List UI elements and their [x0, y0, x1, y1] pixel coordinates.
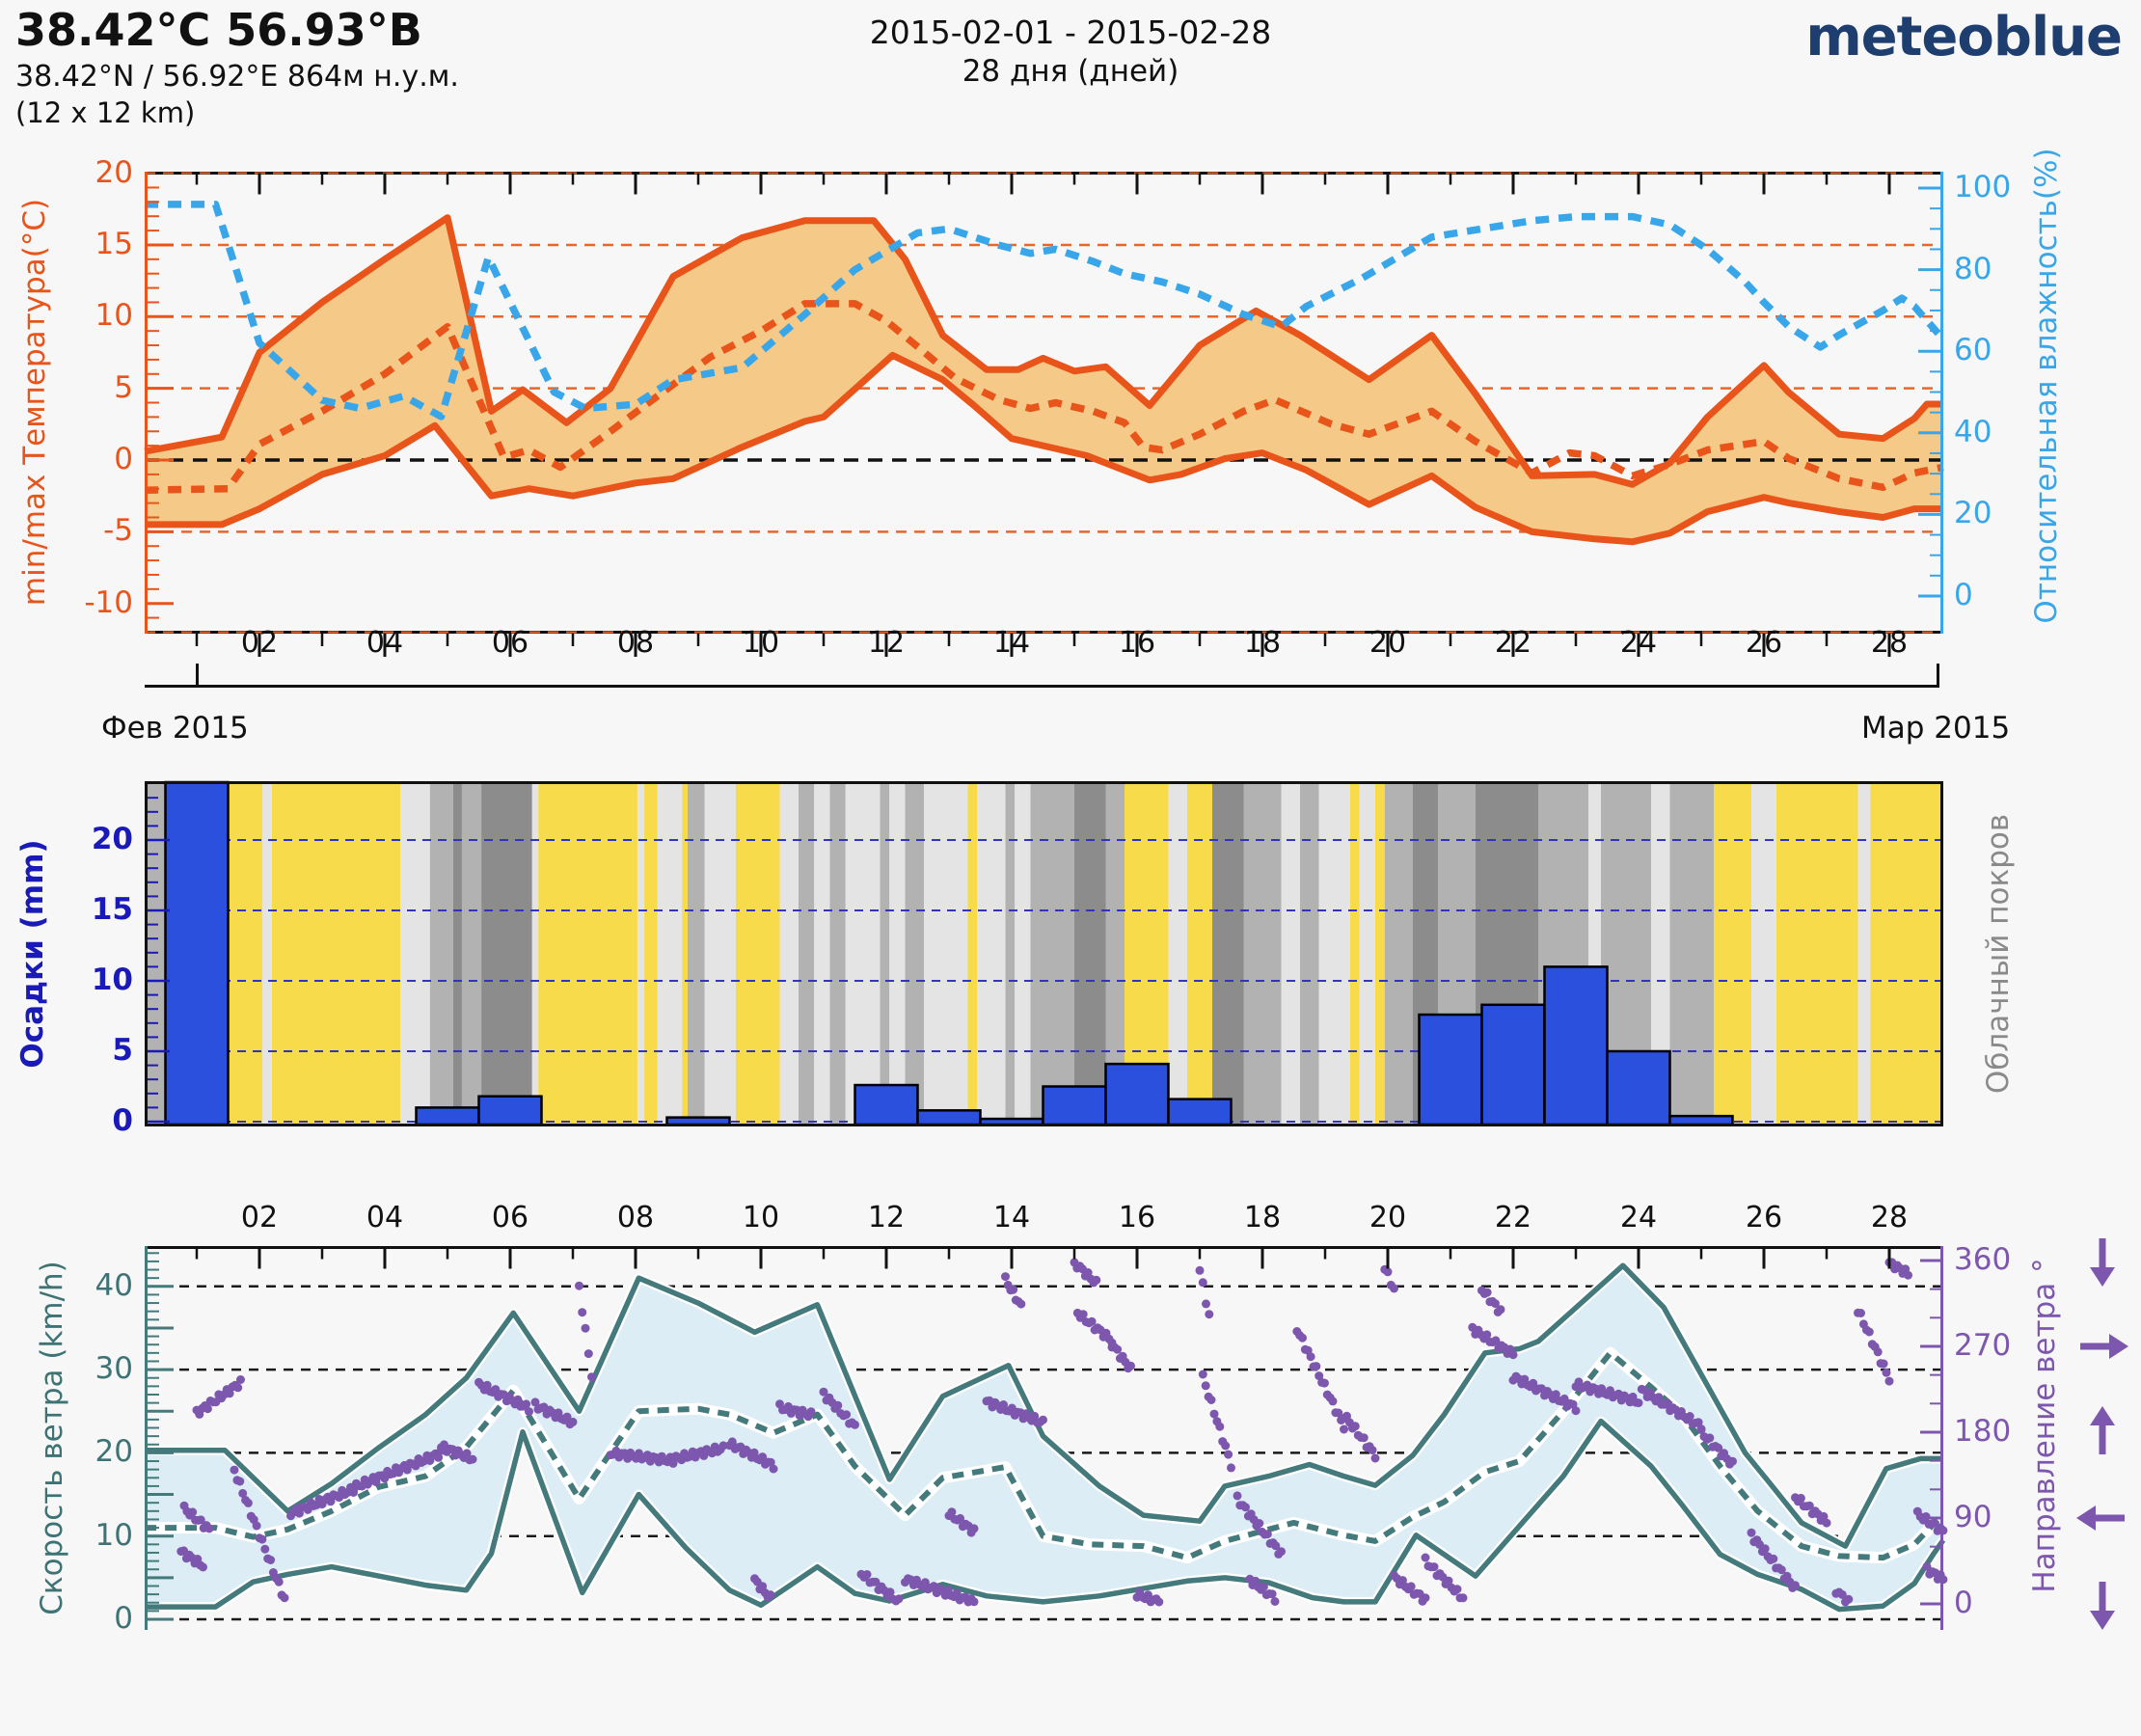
duration-label: 28 дня (дней)	[962, 54, 1179, 89]
day-label: 02	[240, 1201, 279, 1234]
humidity-tick-label: 80	[1954, 251, 1992, 286]
humidity-tick-label: 0	[1954, 578, 1973, 612]
coordinates-line: 38.42°N / 56.92°E 864м н.у.м.	[15, 60, 459, 94]
date-range: 2015-02-01 - 2015-02-28	[869, 14, 1272, 51]
precipitation-cloud-chart	[145, 780, 1943, 1126]
direction-axis-title: Направление ветра °	[2027, 1258, 2062, 1593]
temperature-humidity-chart	[144, 172, 1946, 657]
wind-direction-arrow-down-icon	[2090, 1237, 2115, 1287]
direction-tick-label: 180	[1954, 1413, 2012, 1449]
wind-tick-label: 30	[95, 1351, 133, 1387]
day-label: 20	[1369, 626, 1407, 660]
temp-tick-label: 10	[95, 298, 133, 334]
temp-axis-title: min/max Температура(°C)	[17, 198, 52, 607]
day-label: 14	[992, 1201, 1031, 1234]
temp-tick-label: -5	[103, 513, 133, 549]
month-label-feb: Фев 2015	[101, 711, 249, 746]
meteoblue-logo[interactable]: meteoblue	[1805, 6, 2123, 68]
day-label: 18	[1243, 1201, 1282, 1234]
temp-tick-label: 5	[114, 369, 133, 405]
precip-tick-label: 20	[91, 822, 133, 856]
page-title: 38.42°C 56.93°В	[15, 4, 422, 56]
day-label: 10	[742, 626, 780, 660]
wind-tick-label: 0	[114, 1601, 133, 1636]
precip-tick-label: 15	[91, 892, 133, 927]
day-label: 08	[616, 1201, 655, 1234]
day-label: 04	[366, 1201, 404, 1234]
day-label: 10	[742, 1201, 780, 1234]
day-label: 28	[1870, 626, 1909, 660]
day-label: 24	[1619, 626, 1658, 660]
day-label: 16	[1118, 626, 1156, 660]
humidity-tick-label: 60	[1954, 333, 1992, 368]
temp-tick-label: 20	[95, 154, 133, 190]
wind-chart	[145, 1246, 1948, 1630]
temp-tick-label: -10	[84, 584, 133, 620]
day-label: 04	[366, 626, 404, 660]
day-label: 18	[1243, 626, 1282, 660]
wind-tick-label: 40	[95, 1267, 133, 1303]
day-label: 08	[616, 626, 655, 660]
direction-tick-label: 360	[1954, 1241, 2012, 1277]
wind-tick-label: 20	[95, 1434, 133, 1470]
direction-tick-label: 90	[1954, 1499, 1992, 1534]
day-label: 28	[1870, 1201, 1909, 1234]
day-label: 12	[867, 626, 906, 660]
day-label: 22	[1494, 1201, 1532, 1234]
direction-tick-label: 0	[1954, 1586, 1973, 1620]
day-label: 26	[1745, 1201, 1783, 1234]
wind-tick-label: 10	[95, 1517, 133, 1553]
precip-tick-label: 10	[91, 963, 133, 997]
day-label: 24	[1619, 1201, 1658, 1234]
humidity-tick-label: 100	[1954, 170, 2012, 204]
wind-direction-arrow-down-icon	[2090, 1582, 2115, 1630]
temp-tick-label: 15	[95, 226, 133, 261]
day-label: 22	[1494, 626, 1532, 660]
day-label: 16	[1118, 1201, 1156, 1234]
month-label-mar: Мар 2015	[1861, 711, 2011, 746]
day-label: 12	[867, 1201, 906, 1234]
day-label: 06	[491, 626, 529, 660]
day-label: 26	[1745, 626, 1783, 660]
humidity-tick-label: 20	[1954, 496, 1992, 531]
humidity-axis-title: Относительная влажность(%)	[2029, 148, 2064, 624]
resolution-line: (12 x 12 km)	[15, 96, 196, 129]
wind-direction-arrow-left-icon	[2076, 1505, 2125, 1531]
temp-tick-label: 0	[114, 442, 133, 476]
month-tick-mar	[1937, 664, 1939, 688]
direction-tick-label: 270	[1954, 1327, 2012, 1363]
wind-direction-arrow-right-icon	[2080, 1333, 2128, 1359]
day-label: 06	[491, 1201, 529, 1234]
cloud-axis-title: Облачный покров	[1981, 813, 2016, 1095]
precip-axis-title: Осадки (mm)	[15, 839, 50, 1069]
precip-tick-label: 0	[112, 1103, 133, 1138]
month-tick-feb	[196, 664, 199, 688]
day-label: 14	[992, 626, 1031, 660]
humidity-tick-label: 40	[1954, 414, 1992, 449]
day-label: 20	[1369, 1201, 1407, 1234]
precip-tick-label: 5	[112, 1033, 133, 1068]
day-label: 02	[240, 626, 279, 660]
wind-direction-arrow-up-icon	[2090, 1405, 2115, 1454]
month-axis-line	[145, 685, 1938, 688]
